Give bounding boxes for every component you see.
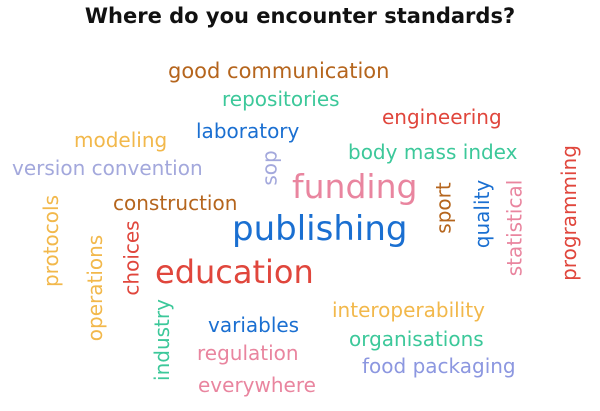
word-protocols: protocols: [39, 194, 64, 288]
word-organisations: organisations: [349, 327, 484, 351]
word-publishing: publishing: [232, 209, 408, 249]
word-sop: sop: [257, 150, 282, 186]
word-food-packaging: food packaging: [362, 354, 516, 378]
word-programming: programming: [556, 145, 581, 281]
word-industry: industry: [149, 299, 174, 381]
word-engineering: engineering: [382, 105, 502, 129]
word-education: education: [155, 253, 314, 291]
word-quality: quality: [470, 179, 495, 249]
word-body-mass-index: body mass index: [348, 140, 518, 164]
word-choices: choices: [119, 220, 144, 296]
word-sport: sport: [431, 182, 456, 234]
word-funding: funding: [292, 167, 418, 206]
word-everywhere: everywhere: [198, 373, 316, 397]
word-operations: operations: [83, 234, 108, 342]
word-version-convention: version convention: [12, 156, 203, 180]
word-statistical: statistical: [502, 179, 527, 277]
page-title: Where do you encounter standards?: [84, 4, 516, 28]
word-repositories: repositories: [222, 87, 340, 111]
word-interoperability: interoperability: [332, 298, 485, 322]
word-good-communication: good communication: [168, 59, 390, 83]
word-regulation: regulation: [197, 341, 299, 365]
word-modeling: modeling: [74, 128, 168, 152]
word-laboratory: laboratory: [196, 119, 300, 143]
word-construction: construction: [113, 191, 238, 215]
word-variables: variables: [208, 313, 300, 337]
